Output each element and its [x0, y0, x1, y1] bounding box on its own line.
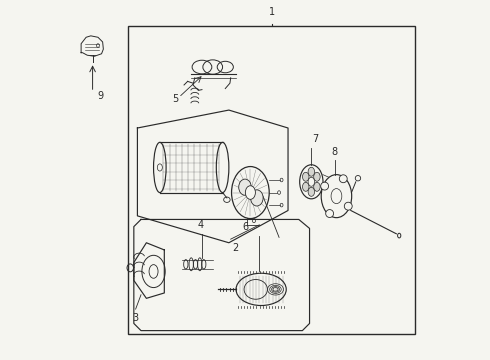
Ellipse shape [339, 175, 347, 183]
Ellipse shape [326, 210, 334, 217]
Ellipse shape [302, 172, 309, 181]
Ellipse shape [331, 189, 342, 204]
Ellipse shape [239, 179, 251, 195]
Ellipse shape [314, 182, 320, 191]
Ellipse shape [308, 177, 315, 186]
Ellipse shape [250, 190, 263, 206]
Ellipse shape [302, 182, 309, 191]
Bar [128, 26, 416, 334]
Ellipse shape [153, 142, 166, 193]
Ellipse shape [232, 167, 269, 219]
Ellipse shape [308, 187, 315, 196]
Ellipse shape [236, 273, 286, 306]
Text: 5: 5 [172, 94, 178, 104]
Text: 6: 6 [242, 222, 248, 232]
Ellipse shape [320, 182, 329, 190]
Text: 9: 9 [97, 91, 103, 101]
Text: 3: 3 [132, 313, 138, 323]
Text: 7: 7 [312, 134, 318, 144]
Text: 1: 1 [269, 7, 275, 17]
Ellipse shape [321, 175, 352, 218]
Text: 4: 4 [197, 220, 203, 230]
Text: 8: 8 [332, 147, 338, 157]
Ellipse shape [245, 186, 255, 199]
Text: 2: 2 [232, 243, 239, 253]
Ellipse shape [216, 142, 229, 193]
Ellipse shape [300, 165, 323, 199]
Ellipse shape [314, 172, 320, 181]
Ellipse shape [308, 167, 315, 176]
Ellipse shape [344, 202, 352, 210]
